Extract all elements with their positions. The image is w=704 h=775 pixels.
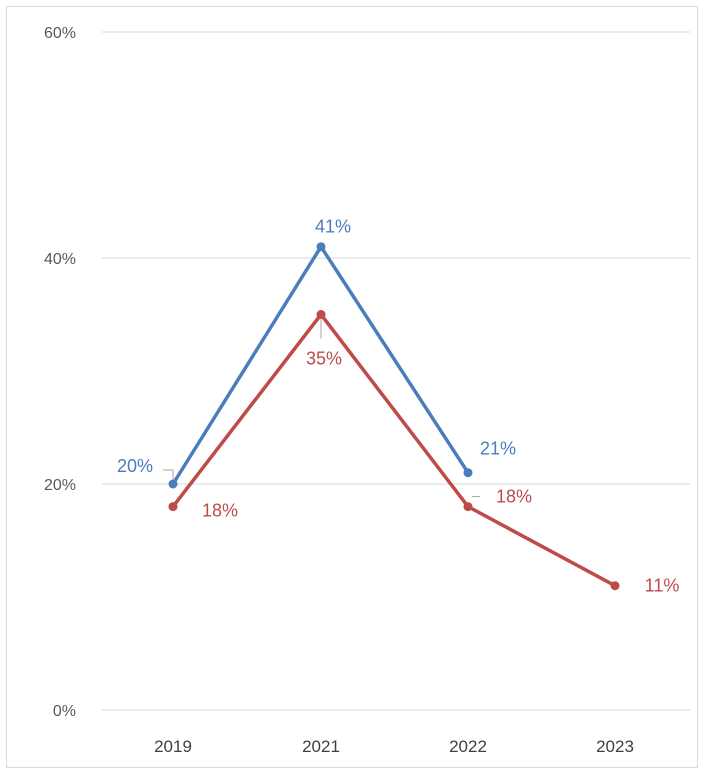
y-tick-label: 40% [44, 251, 76, 268]
data-label: 18% [496, 487, 532, 507]
data-point [168, 502, 178, 512]
data-point [316, 310, 326, 319]
data-label: 20% [117, 456, 153, 476]
x-tick-label: 2022 [449, 737, 487, 756]
x-axis-ticks: 2019 2021 2022 2023 [154, 737, 634, 756]
data-label: 18% [202, 501, 238, 521]
data-label: 21% [480, 439, 516, 459]
x-tick-label: 2019 [154, 737, 192, 756]
data-point [463, 468, 473, 478]
series-lines [168, 242, 620, 591]
label-leader-line [163, 469, 174, 480]
series-line-2 [171, 312, 616, 588]
data-label: 11% [645, 576, 680, 596]
y-tick-label: 20% [44, 477, 76, 494]
y-axis-ticks: 0% 20% 40% 60% [44, 25, 76, 720]
x-tick-label: 2023 [596, 737, 634, 756]
gridlines [102, 31, 690, 711]
data-point [610, 581, 620, 591]
y-tick-label: 0% [53, 703, 76, 720]
data-point [316, 242, 326, 252]
data-point [168, 479, 178, 489]
data-point [463, 502, 473, 512]
x-tick-label: 2021 [302, 737, 340, 756]
data-label: 35% [306, 349, 342, 369]
data-labels: 20% 41% 21% 18% 35% 18% 11% [117, 217, 679, 596]
y-tick-label: 60% [44, 25, 76, 42]
data-label: 41% [315, 217, 351, 237]
chart-frame [6, 6, 698, 768]
